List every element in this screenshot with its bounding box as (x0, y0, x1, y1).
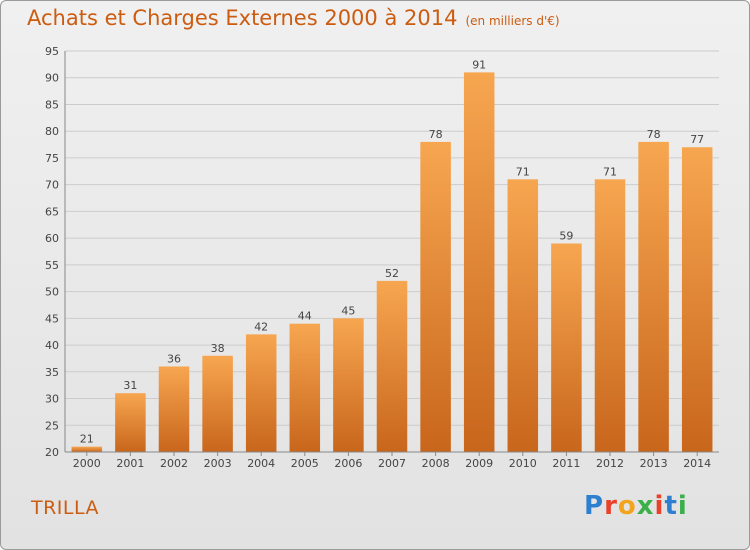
bar (638, 141, 669, 453)
bar (115, 393, 146, 452)
bar-value-label: 21 (80, 433, 94, 446)
y-tick-label: 90 (45, 72, 59, 85)
y-tick-label: 80 (45, 125, 59, 138)
bar (376, 280, 408, 452)
y-tick-label: 75 (45, 152, 59, 165)
unit-note: (en milliers d'€) (465, 14, 560, 28)
logo-letter: i (654, 491, 665, 521)
bar (463, 72, 495, 453)
bar (245, 334, 277, 452)
y-tick-label: 65 (45, 205, 59, 218)
bar (551, 243, 582, 452)
bar-value-label: 71 (516, 165, 530, 178)
bar-value-label: 45 (341, 304, 355, 317)
y-tick-label: 95 (45, 45, 59, 58)
bar (333, 318, 364, 452)
bar (289, 323, 321, 452)
bar (594, 179, 626, 452)
bar (681, 147, 713, 453)
bar-value-label: 78 (429, 128, 443, 141)
x-tick-label: 2009 (465, 457, 493, 470)
bar (202, 355, 233, 452)
chart-title-text: Achats et Charges Externes 2000 à 2014 (27, 6, 458, 30)
bar-value-label: 77 (690, 133, 704, 146)
bar-value-label: 31 (123, 379, 137, 392)
bar-value-label: 91 (472, 58, 486, 71)
bar-value-label: 44 (298, 310, 312, 323)
x-tick-label: 2014 (683, 457, 711, 470)
y-tick-label: 85 (45, 98, 59, 111)
y-tick-label: 25 (45, 419, 59, 432)
bar-value-label: 71 (603, 165, 617, 178)
x-tick-label: 2012 (596, 457, 624, 470)
bar (420, 141, 451, 453)
logo-letter: P (584, 491, 605, 521)
logo-letter: o (617, 491, 637, 521)
bar (71, 446, 103, 452)
axes: 20 25 30 35 40 45 50 55 60 65 70 75 80 85 90 95 21 2000 31… (45, 45, 719, 470)
y-tick-label: 60 (45, 232, 59, 245)
bar-value-label: 36 (167, 352, 181, 365)
bar-value-label: 52 (385, 267, 399, 280)
y-tick-label: 35 (45, 366, 59, 379)
x-tick-label: 2000 (73, 457, 101, 470)
logo-letter: x (636, 491, 655, 521)
bar (507, 179, 539, 452)
x-tick-label: 2005 (291, 457, 319, 470)
x-tick-label: 2006 (334, 457, 362, 470)
bar-value-label: 38 (211, 342, 225, 355)
x-tick-label: 2003 (204, 457, 232, 470)
logo-letter: r (604, 491, 618, 521)
y-tick-label: 40 (45, 339, 59, 352)
x-tick-label: 2001 (116, 457, 144, 470)
x-tick-label: 2004 (247, 457, 275, 470)
bars (71, 72, 713, 453)
bar-value-label: 42 (254, 320, 268, 333)
x-tick-label: 2002 (160, 457, 188, 470)
bar-value-label: 78 (647, 128, 661, 141)
chart-title: Achats et Charges Externes 2000 à 2014 (e… (27, 6, 560, 30)
commune-name: TRILLA (31, 497, 100, 519)
bar-value-label: 59 (559, 229, 573, 242)
x-tick-label: 2010 (509, 457, 537, 470)
logo-letter: i (677, 491, 688, 521)
y-tick-label: 30 (45, 393, 59, 406)
logo-letter: t (664, 491, 678, 521)
proxiti-logo[interactable]: Proxiti (584, 491, 688, 521)
y-tick-label: 55 (45, 259, 59, 272)
y-tick-label: 20 (45, 446, 59, 459)
x-tick-label: 2011 (552, 457, 580, 470)
x-tick-label: 2013 (640, 457, 668, 470)
bar (158, 366, 190, 452)
x-tick-label: 2008 (422, 457, 450, 470)
y-tick-label: 45 (45, 312, 59, 325)
y-tick-label: 50 (45, 286, 59, 299)
x-tick-label: 2007 (378, 457, 406, 470)
y-tick-label: 70 (45, 179, 59, 192)
